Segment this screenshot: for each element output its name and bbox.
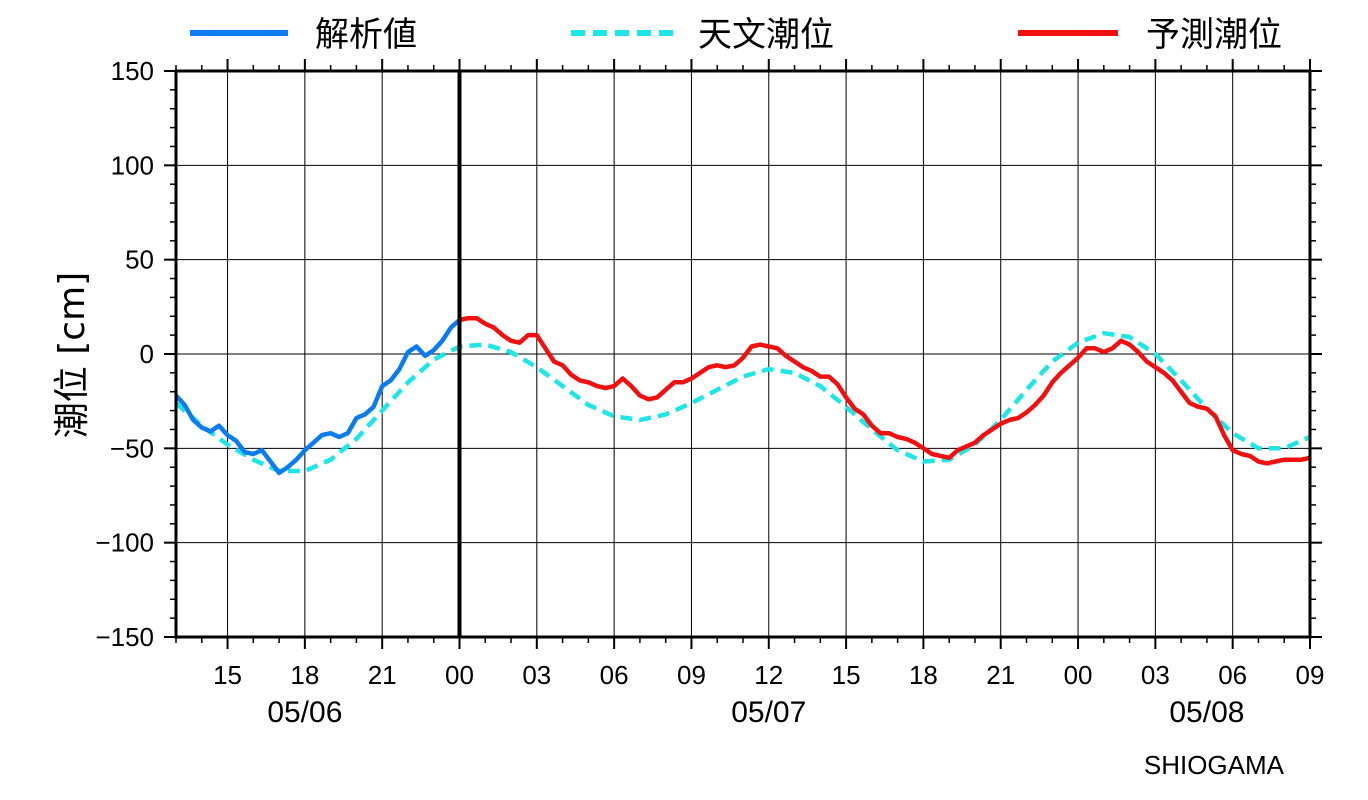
y-axis-label: 潮位 [cm] <box>52 272 93 438</box>
x-tick-label: 00 <box>1064 660 1093 690</box>
y-tick-label: 150 <box>111 56 154 86</box>
series-line-analysis <box>174 318 461 476</box>
date-labels: 05/06 05/07 05/08 <box>267 696 1244 729</box>
legend-label-astronomical: 天文潮位 <box>698 15 834 55</box>
y-tick-label: −100 <box>95 528 154 558</box>
legend: 解析値 天文潮位 予測潮位 <box>190 15 1282 55</box>
x-axis-tick-labels: 15 18 21 00 03 06 09 12 15 18 21 00 03 06 09 <box>213 660 1324 690</box>
grid-lines <box>164 59 1322 649</box>
series-line-forecast <box>459 315 1311 466</box>
x-tick-label: 21 <box>986 660 1015 690</box>
x-tick-label: 15 <box>213 660 242 690</box>
y-tick-label: 100 <box>111 150 154 180</box>
x-tick-label: 09 <box>677 660 706 690</box>
y-tick-label: 50 <box>125 245 154 275</box>
x-tick-label: 03 <box>522 660 551 690</box>
x-tick-label: 21 <box>368 660 397 690</box>
y-tick-label: 0 <box>140 339 154 369</box>
y-axis-tick-labels: −150 −100 −50 0 50 100 150 <box>95 56 154 652</box>
legend-label-analysis: 解析値 <box>315 15 417 55</box>
x-tick-label: 09 <box>1296 660 1325 690</box>
x-tick-label: 18 <box>909 660 938 690</box>
y-tick-label: −50 <box>110 433 154 463</box>
station-name: SHIOGAMA <box>1144 750 1285 780</box>
x-tick-label: 00 <box>445 660 474 690</box>
date-label: 05/07 <box>731 696 806 729</box>
x-tick-label: 15 <box>832 660 861 690</box>
x-tick-label: 06 <box>1218 660 1247 690</box>
series-layer <box>174 315 1311 476</box>
x-tick-label: 18 <box>290 660 319 690</box>
plot-frame <box>174 69 1312 639</box>
y-tick-label: −150 <box>95 622 154 652</box>
date-label: 05/08 <box>1169 696 1244 729</box>
x-tick-label: 12 <box>754 660 783 690</box>
legend-label-forecast: 予測潮位 <box>1146 15 1282 55</box>
x-tick-label: 06 <box>600 660 629 690</box>
date-label: 05/06 <box>267 696 342 729</box>
x-tick-label: 03 <box>1141 660 1170 690</box>
